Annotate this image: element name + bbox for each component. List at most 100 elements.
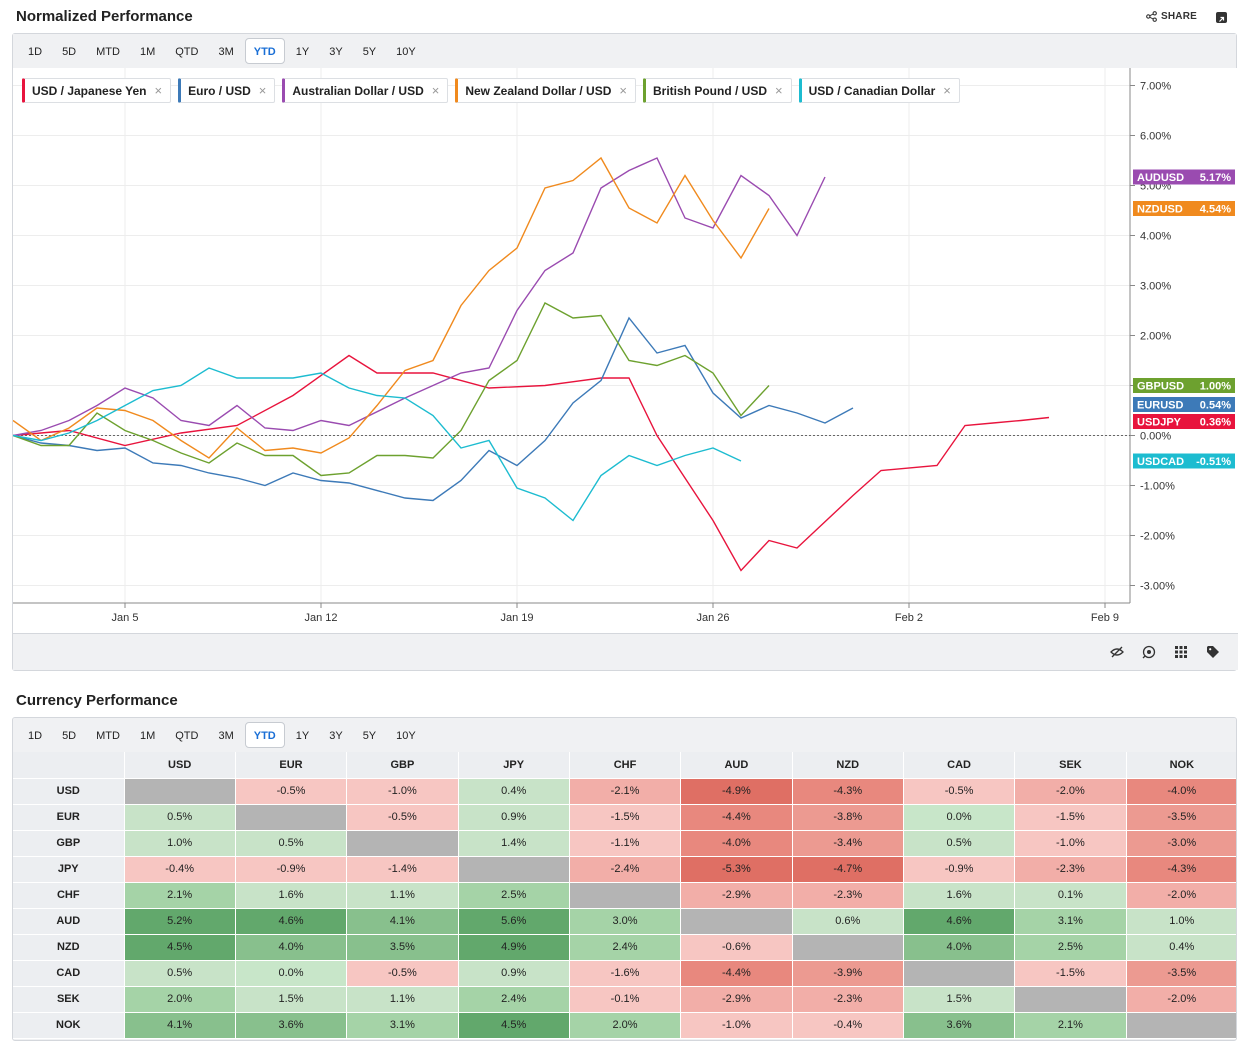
column-header-nok[interactable]: NOK xyxy=(1126,752,1236,779)
table-cell: 2.1% xyxy=(1014,1012,1127,1039)
legend-item-gbpusd[interactable]: British Pound / USD × xyxy=(642,78,792,103)
table-cell: 2.5% xyxy=(458,882,570,909)
column-header-jpy[interactable]: JPY xyxy=(458,752,570,779)
table-cell: -5.3% xyxy=(680,856,793,883)
table-cell: -3.9% xyxy=(792,960,904,987)
table-cell: 0.4% xyxy=(458,778,570,805)
table-range-3y[interactable]: 3Y xyxy=(329,730,343,742)
table-cell: 0.9% xyxy=(458,804,570,831)
legend-item-usdcad[interactable]: USD / Canadian Dollar × xyxy=(798,78,960,103)
legend-remove-icon[interactable]: × xyxy=(619,83,627,98)
tag-icon[interactable] xyxy=(1206,645,1220,659)
table-cell: 3.6% xyxy=(903,1012,1016,1039)
x-tick-label: Jan 26 xyxy=(696,612,729,624)
table-corner xyxy=(13,752,125,779)
table-range-ytd[interactable]: YTD xyxy=(244,722,285,748)
legend-remove-icon[interactable]: × xyxy=(258,83,267,98)
table-cell: 4.5% xyxy=(458,1012,570,1039)
table-range-1y[interactable]: 1Y xyxy=(295,730,310,742)
table-cell: -1.0% xyxy=(680,1012,793,1039)
column-header-sek[interactable]: SEK xyxy=(1014,752,1127,779)
legend-item-nzdusd[interactable]: New Zealand Dollar / USD × xyxy=(455,78,636,103)
table-row: CAD 0.5% 0.0% -0.5% 0.9% -1.6% -4.4% -3.9% -1.5%… xyxy=(13,960,1236,987)
table-cell xyxy=(458,856,570,883)
legend-remove-icon[interactable]: × xyxy=(943,83,951,98)
table-cell: 0.5% xyxy=(903,830,1016,857)
series-line-nzdusd xyxy=(12,156,770,459)
chart-range-1d[interactable]: 1D xyxy=(28,46,43,58)
table-cell: 4.6% xyxy=(903,908,1016,935)
legend-item-eurusd[interactable]: Euro / USD × xyxy=(178,78,276,103)
table-cell: 1.0% xyxy=(124,830,236,857)
chart-range-3y[interactable]: 3Y xyxy=(329,46,343,58)
table-cell: -1.0% xyxy=(346,778,459,805)
column-header-usd[interactable]: USD xyxy=(124,752,236,779)
chart-range-qtd[interactable]: QTD xyxy=(175,46,199,58)
compare-icon[interactable] xyxy=(1142,645,1156,659)
column-header-aud[interactable]: AUD xyxy=(680,752,793,779)
table-icon[interactable] xyxy=(1174,645,1188,659)
table-cell: 1.1% xyxy=(346,882,459,909)
table-cell xyxy=(569,882,682,909)
column-header-nzd[interactable]: NZD xyxy=(792,752,904,779)
table-row: JPY -0.4% -0.9% -1.4% -2.4% -5.3% -4.7% -0.9% -2… xyxy=(13,856,1236,883)
chart-range-selector: 1D 5D MTD 1M QTD 3M YTD 1Y 3Y 5Y 10Y xyxy=(13,34,1236,68)
table-cell: 2.5% xyxy=(1014,934,1127,961)
table-cell: -1.5% xyxy=(569,804,682,831)
chart-range-5y[interactable]: 5Y xyxy=(362,46,377,58)
legend-remove-icon[interactable]: × xyxy=(774,83,783,98)
table-cell xyxy=(680,908,793,935)
column-header-gbp[interactable]: GBP xyxy=(346,752,459,779)
table-cell: -0.4% xyxy=(792,1012,904,1039)
table-row: NZD 4.5% 4.0% 3.5% 4.9% 2.4% -0.6% 4.0% 2.5% 0.4% xyxy=(13,934,1236,961)
table-cell: 0.5% xyxy=(124,960,236,987)
table-cell: 5.6% xyxy=(458,908,570,935)
legend-item-audusd[interactable]: Australian Dollar / USD × xyxy=(282,78,449,103)
series-line-eurusd xyxy=(12,316,854,502)
popout-icon[interactable] xyxy=(1216,12,1227,23)
chart-range-1m[interactable]: 1M xyxy=(139,46,156,58)
table-range-5d[interactable]: 5D xyxy=(62,730,77,742)
legend-remove-icon[interactable]: × xyxy=(431,83,440,98)
column-header-chf[interactable]: CHF xyxy=(569,752,682,779)
end-label-bg xyxy=(1133,453,1235,469)
y-tick-label: -1.00% xyxy=(1140,481,1175,493)
table-range-3m[interactable]: 3M xyxy=(218,730,234,742)
table-cell: -1.0% xyxy=(1014,830,1127,857)
series-line-usdjpy xyxy=(12,354,1050,572)
table-cell: 0.5% xyxy=(124,804,236,831)
chart-range-ytd[interactable]: YTD xyxy=(244,38,285,64)
table-cell: -3.8% xyxy=(792,804,904,831)
chart-range-3m[interactable]: 3M xyxy=(218,46,234,58)
chart-range-1y[interactable]: 1Y xyxy=(295,46,310,58)
chart-range-10y[interactable]: 10Y xyxy=(396,46,416,58)
hide-indicator-icon[interactable] xyxy=(1110,645,1124,659)
chart-area: 7.00%6.00%5.00%4.00%3.00%2.00%1.00%0.00%… xyxy=(12,68,1238,633)
row-header-eur: EUR xyxy=(13,804,125,831)
chart-range-5d[interactable]: 5D xyxy=(62,46,77,58)
table-range-qtd[interactable]: QTD xyxy=(175,730,199,742)
column-header-cad[interactable]: CAD xyxy=(903,752,1016,779)
table-range-5y[interactable]: 5Y xyxy=(362,730,377,742)
table-cell: -2.3% xyxy=(792,882,904,909)
chart-range-mtd[interactable]: MTD xyxy=(96,46,120,58)
share-button[interactable]: SHARE xyxy=(1146,11,1197,22)
share-icon xyxy=(1146,11,1157,22)
table-cell: 2.0% xyxy=(569,1012,682,1039)
table-row: CHF 2.1% 1.6% 1.1% 2.5% -2.9% -2.3% 1.6% 0.1% -2.… xyxy=(13,882,1236,909)
y-tick-label: 6.00% xyxy=(1140,131,1171,143)
column-header-eur[interactable]: EUR xyxy=(235,752,348,779)
legend-label: USD / Japanese Yen xyxy=(32,83,147,98)
table-range-1m[interactable]: 1M xyxy=(139,730,156,742)
page-title: Normalized Performance xyxy=(16,8,193,25)
table-range-1d[interactable]: 1D xyxy=(28,730,43,742)
table-cell: 0.5% xyxy=(235,830,348,857)
legend-item-usdjpy[interactable]: USD / Japanese Yen × xyxy=(22,78,172,103)
end-label-value: -0.51% xyxy=(1196,456,1231,468)
table-range-mtd[interactable]: MTD xyxy=(96,730,120,742)
end-label-usdjpy: USDJPY 0.36% xyxy=(1133,414,1235,429)
row-header-nzd: NZD xyxy=(13,934,125,961)
legend-remove-icon[interactable]: × xyxy=(154,83,163,98)
table-range-10y[interactable]: 10Y xyxy=(396,730,416,742)
table-cell: 3.6% xyxy=(235,1012,348,1039)
